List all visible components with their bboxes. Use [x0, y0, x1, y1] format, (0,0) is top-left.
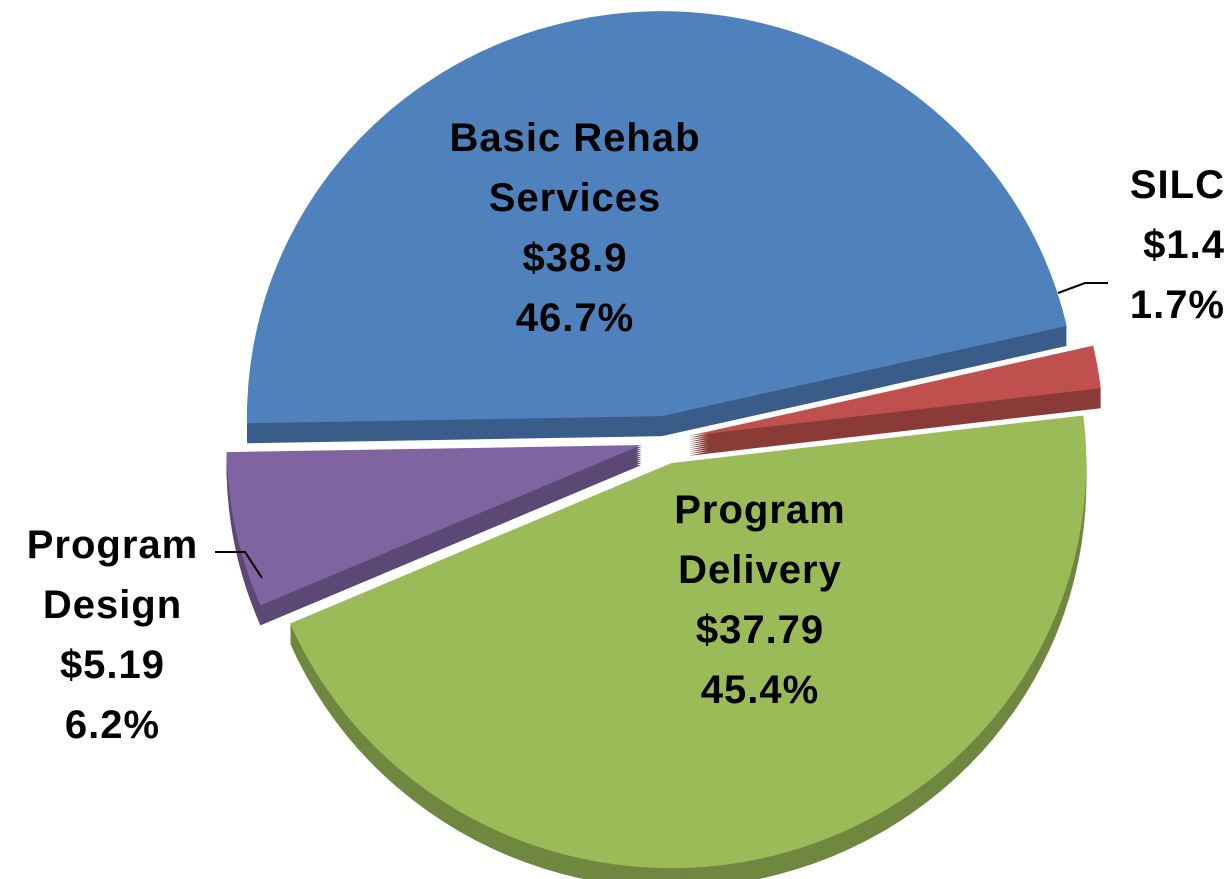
slice-top — [688, 345, 1101, 436]
category-label: SILC — [1129, 163, 1225, 207]
leader-line — [215, 551, 263, 579]
pie — [226, 11, 1101, 879]
amount-label: $1.4 — [1143, 223, 1225, 267]
pie-slice — [688, 345, 1101, 456]
pie-slice — [290, 415, 1087, 879]
leader-line — [1057, 282, 1108, 294]
slice-top — [290, 415, 1087, 869]
value-label: 45.4% — [700, 668, 820, 712]
value-label: 1.7% — [1129, 283, 1225, 327]
slice-label: SILC $1.4 1.7% — [1060, 155, 1225, 335]
amount-label: $5.19 — [59, 643, 166, 687]
pie-slice — [226, 445, 642, 626]
category-label: Program Design — [26, 523, 199, 627]
category-label: Program Delivery — [674, 488, 846, 592]
category-label: Basic Rehab Services — [449, 116, 701, 220]
slice-label: Program Delivery $37.79 45.4% — [630, 480, 890, 720]
slice-label: Basic Rehab Services $38.9 46.7% — [405, 108, 745, 348]
value-label: 6.2% — [64, 703, 161, 747]
amount-label: $38.9 — [522, 236, 628, 280]
slice-label: Program Design $5.19 6.2% — [0, 515, 225, 755]
value-label: 46.7% — [515, 296, 635, 340]
pie-slice — [247, 11, 1067, 444]
slice-top — [226, 445, 642, 606]
amount-label: $37.79 — [695, 608, 825, 652]
slice-top — [247, 11, 1067, 424]
